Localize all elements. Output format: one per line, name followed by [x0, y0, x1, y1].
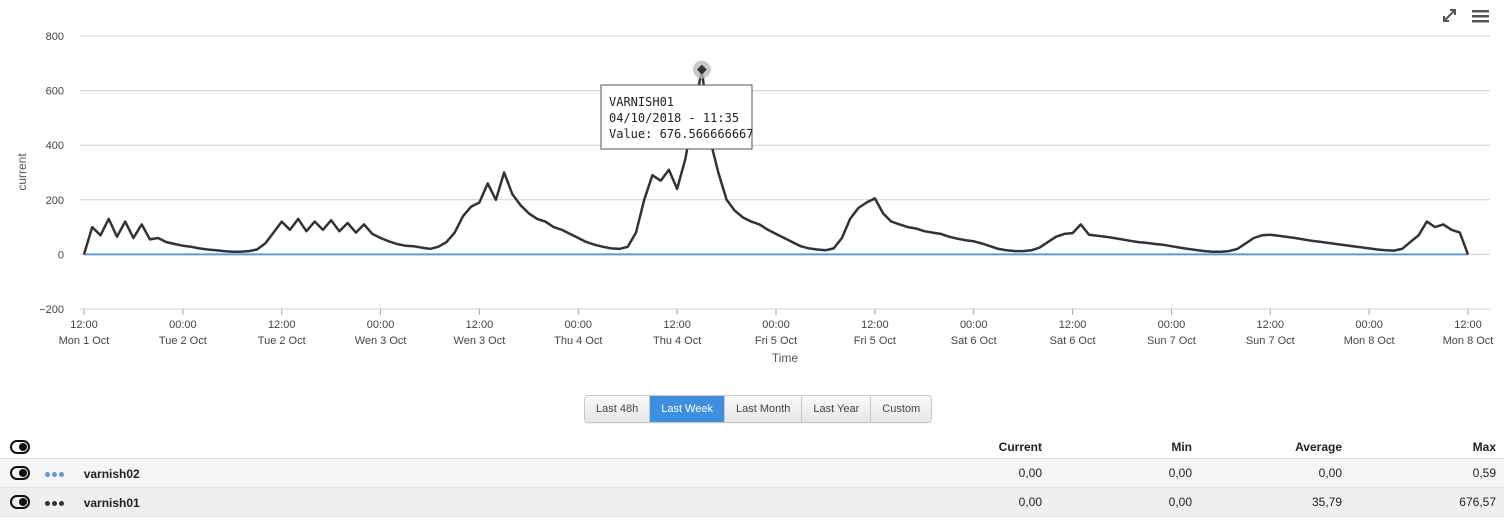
x-tick-time: 12:00 [1454, 319, 1482, 331]
x-tick-day: Sat 6 Oct [1050, 335, 1096, 347]
y-tick-label: −200 [39, 304, 64, 316]
series-name: varnish02 [83, 466, 140, 481]
hamburger-menu-icon[interactable] [1470, 6, 1492, 26]
series-layer [82, 68, 1470, 256]
range-button-last-year[interactable]: Last Year [802, 396, 872, 422]
x-tick-time: 00:00 [169, 319, 197, 331]
x-tick-day: Wen 3 Oct [355, 335, 407, 347]
range-button-last-48h[interactable]: Last 48h [585, 396, 651, 422]
x-axis-label: Time [772, 351, 799, 365]
cell-max: 676,57 [1350, 487, 1504, 517]
x-tick-time: 00:00 [1355, 319, 1383, 331]
y-tick-label: 0 [58, 249, 64, 261]
x-tick-time: 12:00 [466, 319, 494, 331]
x-tick-day: Sun 7 Oct [1147, 335, 1196, 347]
x-tick-day: Thu 4 Oct [554, 335, 602, 347]
tooltip-box [600, 84, 753, 150]
cell-average: 0,00 [1200, 458, 1350, 488]
cell-current: 0,00 [900, 458, 1050, 488]
expand-icon[interactable] [1440, 6, 1462, 26]
range-button-last-month[interactable]: Last Month [724, 396, 803, 422]
x-tick-time: 00:00 [960, 319, 988, 331]
x-tick-day: Wen 3 Oct [454, 335, 506, 347]
header-min: Min [1050, 436, 1200, 459]
series-toggle-switch[interactable] [10, 466, 30, 481]
tooltip: VARNISH01 04/10/2018 - 11:35 Value: 676.… [600, 60, 754, 150]
x-tick-day: Mon 8 Oct [1443, 335, 1494, 347]
x-tick-day: Fri 5 Oct [854, 335, 896, 347]
x-tick-day: Fri 5 Oct [755, 335, 797, 347]
series-toggle-switch[interactable] [10, 495, 30, 510]
x-tick-time: 00:00 [1158, 319, 1186, 331]
x-tick-day: Mon 8 Oct [1344, 335, 1395, 347]
x-tick-day: Sun 7 Oct [1246, 335, 1295, 347]
x-tick-time: 00:00 [762, 319, 790, 331]
range-button-last-week[interactable]: Last Week [650, 396, 725, 422]
header-max: Max [1350, 436, 1504, 459]
toggle-all-switch[interactable] [10, 440, 30, 455]
x-tick-time: 12:00 [1257, 319, 1285, 331]
tooltip-series: VARNISH01 [609, 95, 674, 109]
x-tick-time: 12:00 [663, 319, 691, 331]
tooltip-value: Value: 676.566666667 [609, 127, 754, 141]
x-tick-time: 12:00 [861, 319, 889, 331]
cell-min: 0,00 [1050, 458, 1200, 488]
y-tick-label: 600 [46, 86, 64, 98]
x-tick-time: 12:00 [268, 319, 296, 331]
y-axis-ticks: −200 0 200 400 600 800 [39, 31, 64, 316]
header-average: Average [1200, 436, 1350, 459]
toggle-all-header [0, 436, 900, 459]
cell-max: 0,59 [1350, 458, 1504, 488]
cell-min: 0,00 [1050, 487, 1200, 517]
x-tick-time: 00:00 [367, 319, 395, 331]
series-line-varnish01 [82, 68, 1470, 255]
x-tick-time: 00:00 [565, 319, 593, 331]
series-legend-table: Current Min Average Max varnish02 0,00 0… [0, 436, 1504, 517]
x-tick-day: Sat 6 Oct [951, 335, 997, 347]
x-tick-time: 12:00 [70, 319, 98, 331]
series-name-cell: varnish02 [0, 458, 900, 488]
line-chart: −200 0 200 400 600 800 12:00 Mon 1 Oct 00:00 Tue… [15, 31, 1494, 365]
y-axis-label: current [15, 153, 29, 191]
table-row: varnish02 0,00 0,00 0,00 0,59 [0, 458, 1504, 488]
x-tick-day: Mon 1 Oct [59, 335, 110, 347]
grid-lines [80, 35, 1490, 310]
range-button-custom[interactable]: Custom [871, 396, 932, 422]
y-tick-label: 400 [46, 140, 64, 152]
cell-average: 35,79 [1200, 487, 1350, 517]
series-name: varnish01 [83, 495, 140, 510]
series-color-dots [45, 466, 66, 480]
x-tick-time: 12:00 [1059, 319, 1087, 331]
x-axis-ticks: 12:00 Mon 1 Oct 00:00 Tue 2 Oct 12:00 Tue 2 O… [59, 309, 1494, 347]
series-color-dots [45, 495, 66, 509]
x-tick-day: Thu 4 Oct [653, 335, 701, 347]
tooltip-datetime: 04/10/2018 - 11:35 [609, 111, 739, 125]
y-tick-label: 800 [46, 31, 64, 43]
header-current: Current [900, 436, 1050, 459]
cell-current: 0,00 [900, 487, 1050, 517]
x-tick-day: Tue 2 Oct [258, 335, 306, 347]
series-name-cell: varnish01 [0, 487, 900, 517]
y-tick-label: 200 [46, 195, 64, 207]
time-range-selector: Last 48h Last Week Last Month Last Year … [584, 395, 933, 423]
hover-marker [696, 64, 707, 75]
x-tick-day: Tue 2 Oct [159, 335, 207, 347]
table-row: varnish01 0,00 0,00 35,79 676,57 [0, 487, 1504, 517]
